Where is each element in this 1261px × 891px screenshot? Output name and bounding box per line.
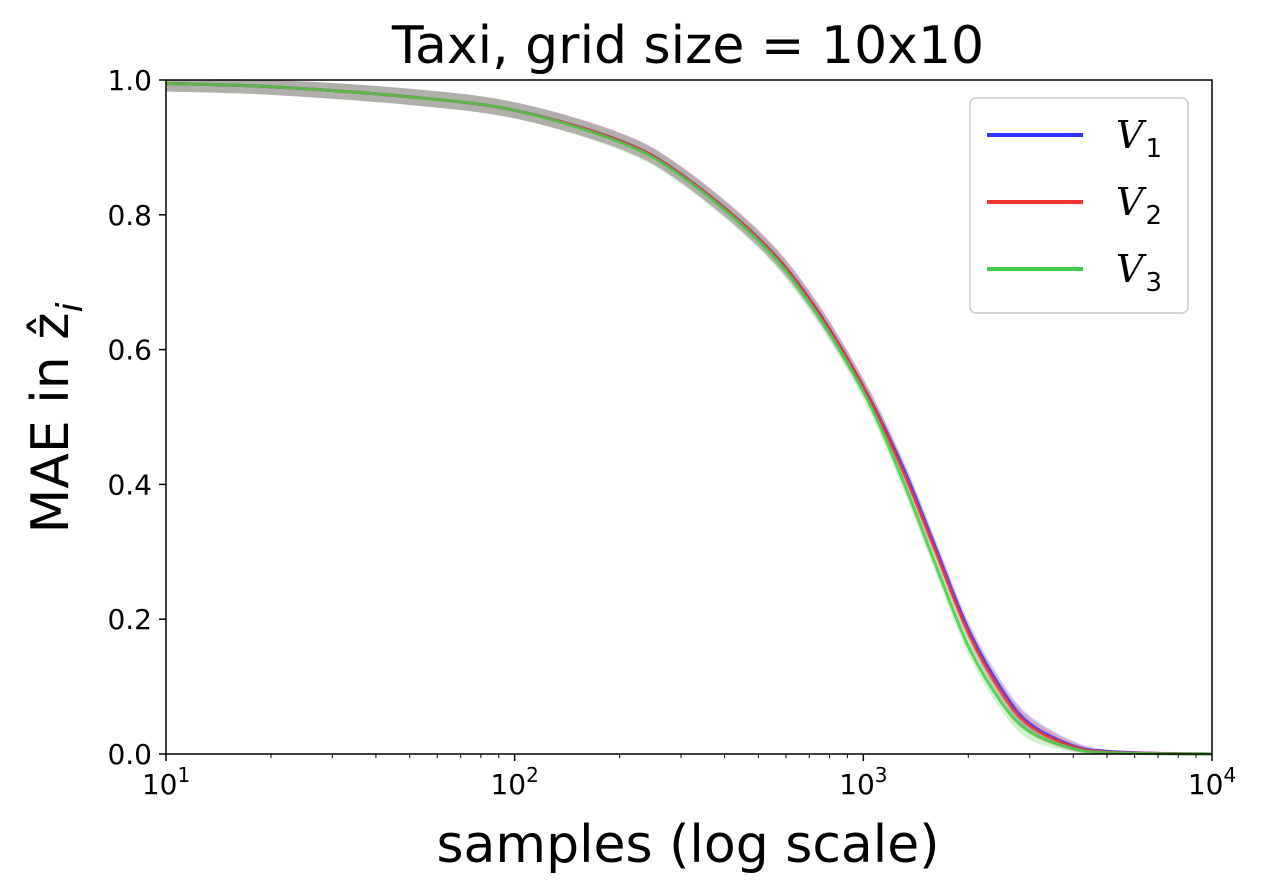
y-tick-label: 0.4	[107, 468, 152, 501]
chart-title: Taxi, grid size = 10x10	[391, 16, 984, 76]
x-axis-ticks: 101 102 103 104	[142, 754, 1236, 801]
plot-area-frame	[165, 79, 1213, 755]
y-tick-label: 0.0	[107, 738, 152, 771]
y-axis-label: MAE in ẑi	[21, 302, 91, 533]
x-tick-label: 102	[490, 763, 538, 801]
x-axis-label: samples (log scale)	[436, 815, 939, 875]
legend-label-1: V1	[1116, 113, 1162, 164]
y-tick-label: 0.2	[107, 603, 152, 636]
legend: V1 V2 V3	[969, 97, 1189, 314]
y-tick-label: 0.8	[107, 199, 152, 232]
y-tick-label: 0.6	[107, 334, 152, 367]
y-axis-label-subscript: i	[50, 302, 91, 312]
legend-label-3: V3	[1116, 247, 1162, 298]
legend-box	[969, 97, 1189, 314]
series-lines	[165, 81, 1213, 756]
legend-label-2: V2	[1116, 180, 1162, 231]
svg-text:MAE in ẑi: MAE in ẑi	[21, 302, 91, 533]
x-tick-label: 104	[1188, 763, 1236, 801]
y-axis-ticks: 0.0 0.2 0.4 0.6 0.8 1.0	[107, 64, 166, 771]
series-line-3	[165, 81, 1213, 756]
y-axis-label-main: MAE in ẑ	[21, 312, 81, 533]
x-tick-label: 103	[839, 763, 887, 801]
y-tick-label: 1.0	[107, 64, 152, 97]
x-tick-label: 101	[142, 763, 190, 801]
